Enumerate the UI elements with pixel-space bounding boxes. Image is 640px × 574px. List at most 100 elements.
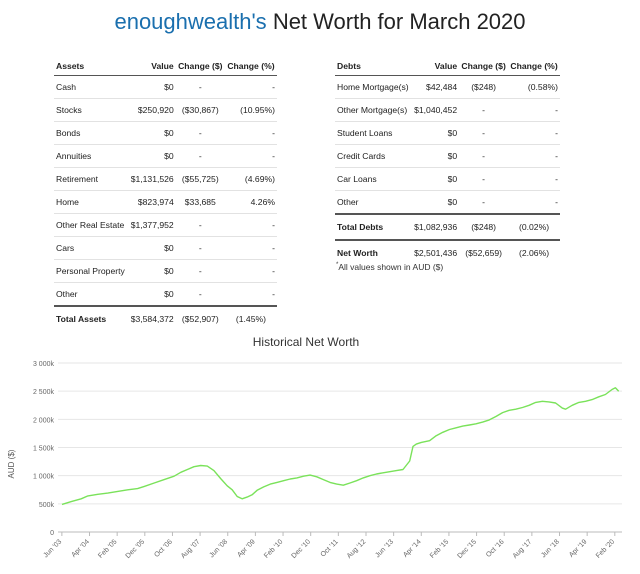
asset-value: $0 xyxy=(127,282,176,307)
asset-value: $0 xyxy=(127,75,176,99)
page-title-brand: enoughwealth's xyxy=(114,9,267,34)
debt-change-percent: - xyxy=(508,190,560,215)
debt-label: Car Loans xyxy=(335,167,412,191)
net-worth-line xyxy=(61,387,620,506)
debt-label: Student Loans xyxy=(335,121,412,145)
x-tick-label: Feb '20 xyxy=(595,538,616,559)
asset-value: $0 xyxy=(127,144,176,168)
assets-header-row: Assets Value Change ($) Change (%) xyxy=(54,57,277,76)
asset-value: $0 xyxy=(127,236,176,260)
asset-change-amount: ($55,725) xyxy=(175,167,225,191)
x-tick-label: Jun '18 xyxy=(540,538,561,559)
debt-value: $0 xyxy=(411,167,460,191)
assets-row-stocks: Stocks $250,920 ($30,867) (10.95%) xyxy=(54,98,277,122)
assets-header-change-percent: Change (%) xyxy=(224,57,277,76)
x-tick-label: Oct '11 xyxy=(320,538,340,558)
debt-value: $0 xyxy=(411,144,460,168)
asset-value: $250,920 xyxy=(127,98,176,122)
asset-change-amount: - xyxy=(175,144,225,168)
x-axis-ticks: Jun '03 Apr '04 Feb '05 Dec '05 Oct '06 Aug '… xyxy=(43,532,616,560)
assets-header-change-amount: Change ($) xyxy=(175,57,225,76)
net-worth-change-amount: ($52,659) xyxy=(465,248,503,258)
y-tick-label: 500k xyxy=(39,502,55,509)
debts-row-credit-cards: Credit Cards $0 - - xyxy=(335,144,560,168)
debt-change-percent: - xyxy=(508,167,560,191)
debt-change-amount: ($248) xyxy=(459,75,509,99)
x-tick-label: Feb '10 xyxy=(263,538,284,559)
x-tick-label: Apr '19 xyxy=(568,538,589,559)
asset-label: Cash xyxy=(54,75,128,99)
asset-value: $1,131,526 xyxy=(127,167,176,191)
x-tick-label: Dec '15 xyxy=(456,538,478,560)
x-tick-label: Jun '08 xyxy=(208,538,229,559)
x-tick-label: Feb '05 xyxy=(97,538,118,559)
debts-row-other: Other $0 - - xyxy=(335,190,560,215)
asset-change-percent: - xyxy=(224,75,277,99)
asset-label: Stocks xyxy=(54,98,128,122)
x-tick-label: Apr '04 xyxy=(70,538,91,559)
y-axis-ticks: 0 500k 1 000k 1 500k 2 000k 2 500k 3 000k xyxy=(33,361,55,537)
asset-label: Other Real Estate xyxy=(54,213,128,237)
total-assets-change-amount: ($52,907) xyxy=(181,314,219,324)
debt-label: Other xyxy=(335,190,412,215)
x-tick-label: Dec '05 xyxy=(125,538,147,560)
assets-row-retirement: Retirement $1,131,526 ($55,725) (4.69%) xyxy=(54,167,277,191)
asset-label: Cars xyxy=(54,236,128,260)
assets-row-other-real-estate: Other Real Estate $1,377,952 - - xyxy=(54,213,277,237)
asset-change-amount: - xyxy=(175,236,225,260)
currency-note: *All values shown in AUD ($) xyxy=(336,262,443,272)
debt-change-amount: - xyxy=(459,98,509,122)
debt-value: $0 xyxy=(411,190,460,215)
debts-total-row: Total Debts $1,082,936 ($248) (0.02%) xyxy=(335,214,560,241)
debt-value: $42,484 xyxy=(411,75,460,99)
asset-change-amount: ($30,867) xyxy=(175,98,225,122)
debt-change-amount: - xyxy=(459,167,509,191)
x-tick-label: Jun '13 xyxy=(374,538,395,559)
x-tick-label: Aug '07 xyxy=(180,538,202,560)
y-tick-label: 2 500k xyxy=(33,389,55,396)
asset-change-percent: - xyxy=(224,259,277,283)
debt-value: $0 xyxy=(411,121,460,145)
assets-row-cash: Cash $0 - - xyxy=(54,75,277,99)
y-tick-label: 3 000k xyxy=(33,361,55,368)
asset-label: Personal Property xyxy=(54,259,128,283)
assets-row-annuities: Annuities $0 - - xyxy=(54,144,277,168)
debts-header-value: Value xyxy=(411,57,460,76)
assets-row-cars: Cars $0 - - xyxy=(54,236,277,260)
chart-title: Historical Net Worth xyxy=(253,335,359,349)
asset-label: Annuities xyxy=(54,144,128,168)
asset-change-percent: - xyxy=(224,121,277,145)
currency-note-text: All values shown in AUD ($) xyxy=(338,262,444,272)
total-assets-change-percent: (1.45%) xyxy=(235,314,266,324)
assets-header-value: Value xyxy=(127,57,176,76)
y-tick-label: 1 500k xyxy=(33,446,55,453)
x-tick-label: Oct '16 xyxy=(485,538,506,559)
net-worth-change-percent: (2.06%) xyxy=(519,248,550,258)
debts-row-car-loans: Car Loans $0 - - xyxy=(335,167,560,191)
net-worth-row: Net Worth $2,501,436 ($52,659) (2.06%) xyxy=(335,240,560,265)
debt-label: Credit Cards xyxy=(335,144,412,168)
assets-header-label: Assets xyxy=(54,57,128,76)
asset-value: $0 xyxy=(127,259,176,283)
asset-label: Retirement xyxy=(54,167,128,191)
asset-value: $0 xyxy=(127,121,176,145)
total-debts-value: $1,082,936 xyxy=(411,214,460,241)
chart-gridlines xyxy=(58,362,622,533)
asset-change-percent: (10.95%) xyxy=(224,98,277,122)
debt-change-amount: - xyxy=(459,144,509,168)
asset-value: $1,377,952 xyxy=(127,213,176,237)
asset-change-amount: - xyxy=(175,75,225,99)
x-tick-label: Feb '15 xyxy=(429,538,450,559)
asset-change-percent: - xyxy=(224,144,277,168)
chart-series xyxy=(61,387,620,506)
debt-change-amount: - xyxy=(459,121,509,145)
assets-row-bonds: Bonds $0 - - xyxy=(54,121,277,145)
x-tick-label: Aug '17 xyxy=(512,538,534,560)
asset-label: Bonds xyxy=(54,121,128,145)
y-axis-label: AUD ($) xyxy=(7,449,16,478)
assets-row-other: Other $0 - - xyxy=(54,282,277,307)
asset-change-amount: - xyxy=(175,259,225,283)
net-worth-label: Net Worth xyxy=(337,248,378,258)
debts-row-other-mortgage: Other Mortgage(s) $1,040,452 - - xyxy=(335,98,560,122)
debt-change-percent: (0.58%) xyxy=(508,75,560,99)
